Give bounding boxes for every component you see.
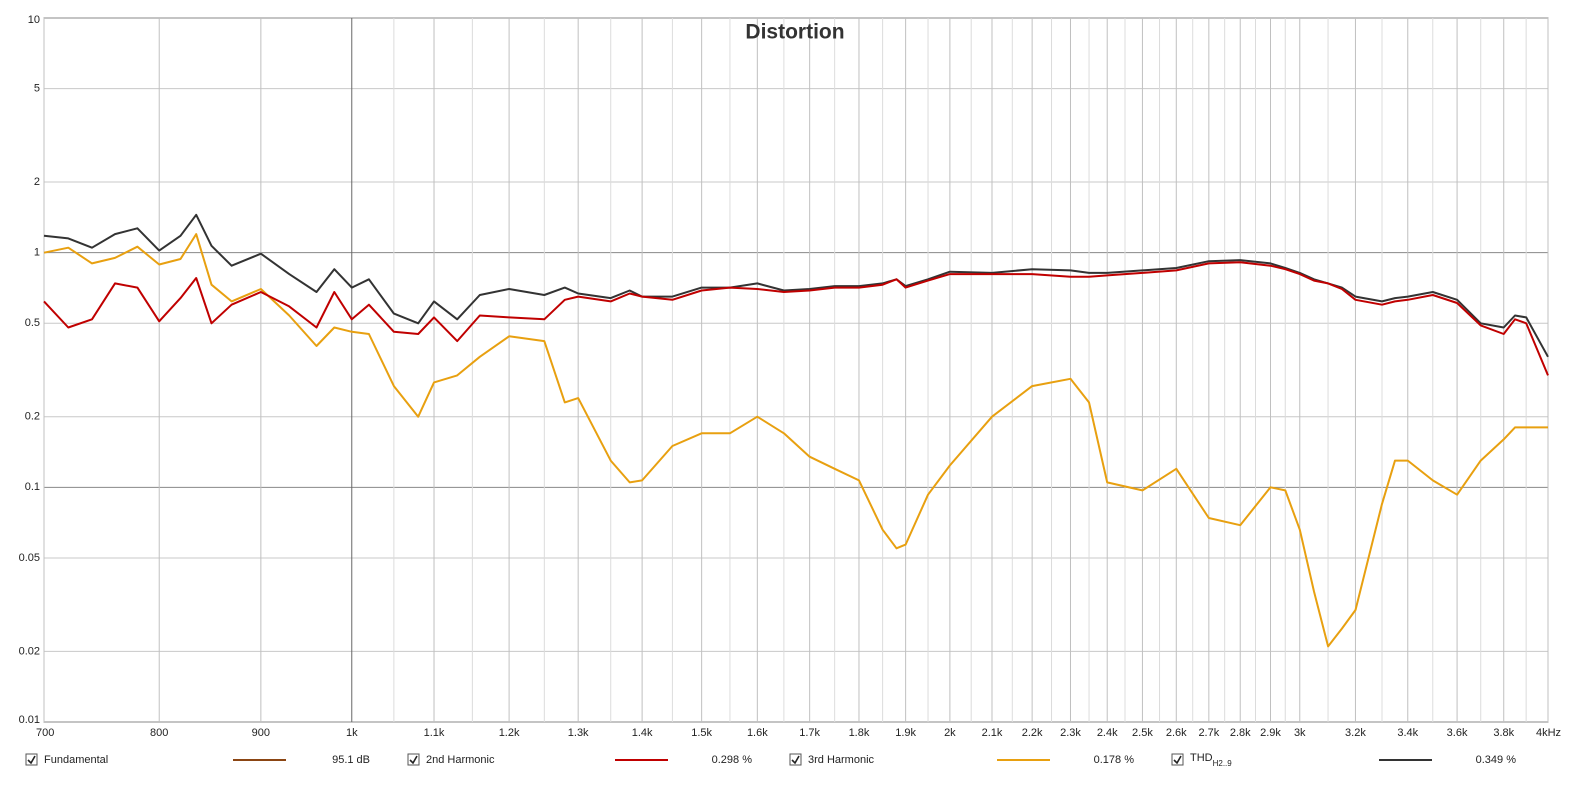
x-tick-label: 2.4k (1097, 727, 1118, 739)
x-tick-label: 2.9k (1260, 727, 1281, 739)
legend-label-sub: H2..9 (1213, 759, 1233, 768)
y-tick-label: 0.1 (25, 481, 40, 493)
x-tick-label: 2.2k (1022, 727, 1043, 739)
series-line (43, 213, 1549, 358)
x-tick-label: 2k (944, 727, 956, 739)
lines (43, 213, 1549, 648)
x-tick-label: 2.1k (982, 727, 1003, 739)
x-tick-label: 1.5k (691, 727, 712, 739)
legend-checkbox[interactable] (1171, 753, 1184, 766)
x-tick-label: 800 (150, 727, 168, 739)
x-tick-label: 1.1k (424, 727, 445, 739)
legend-label-main: THD (1190, 752, 1213, 764)
x-tick-label: 3.6k (1447, 727, 1468, 739)
legend-readout: 95.1 dB (332, 754, 370, 766)
legend-label: 2nd Harmonic (426, 754, 495, 766)
y-tick-label: 10 (28, 14, 40, 26)
x-tick-label: 4kHz (1536, 727, 1561, 739)
series-line (43, 261, 1549, 376)
x-tick-label: 2.3k (1060, 727, 1081, 739)
x-tick-label: 1.6k (747, 727, 768, 739)
y-tick-label: 0.2 (25, 411, 40, 423)
legend-checkbox[interactable] (407, 753, 420, 766)
legend-item[interactable]: 2nd Harmonic 0.298 % (407, 753, 753, 766)
legend-check (791, 755, 800, 765)
y-tick-label: 0.05 (19, 552, 40, 564)
x-tick-label: 1.8k (849, 727, 870, 739)
y-tick-label: 0.5 (25, 317, 40, 329)
x-tick-label: 2.6k (1166, 727, 1187, 739)
y-tick-label: 0.01 (19, 714, 40, 726)
grid (43, 17, 1549, 723)
series-line (43, 233, 1548, 648)
legend-item[interactable]: 3rd Harmonic 0.178 % (789, 753, 1135, 766)
chart-title: Distortion (745, 21, 844, 44)
x-tick-label: 1.4k (632, 727, 653, 739)
x-tick-label: 1.9k (895, 727, 916, 739)
x-tick-label: 1k (346, 727, 358, 739)
legend-label: THDH2..9 (1190, 752, 1232, 768)
x-tick-label: 2.8k (1230, 727, 1251, 739)
legend-check (1173, 755, 1182, 765)
x-tick-label: 2.7k (1198, 727, 1219, 739)
x-tick-label: 900 (252, 727, 270, 739)
y-tick-label: 5 (34, 83, 40, 95)
y-tick-label: 2 (34, 176, 40, 188)
legend-readout: 0.298 % (712, 754, 753, 766)
x-tick-label: 3.2k (1345, 727, 1366, 739)
legend-readout: 0.349 % (1476, 754, 1517, 766)
x-tick-label: 1.2k (499, 727, 520, 739)
legend-check (27, 755, 36, 765)
legend-check (409, 755, 418, 765)
x-tick-label: 2.5k (1132, 727, 1153, 739)
y-tick-label: 0.02 (19, 645, 40, 657)
legend-item[interactable]: THDH2..9 0.349 % (1171, 752, 1517, 768)
legend-item[interactable]: Fundamental 95.1 dB (25, 753, 370, 766)
legend-readout: 0.178 % (1094, 754, 1135, 766)
x-tick-label: 1.3k (568, 727, 589, 739)
legend-label: 3rd Harmonic (808, 754, 875, 766)
x-tick-label: 1.7k (799, 727, 820, 739)
legend: Fundamental 95.1 dB 2nd Harmonic 0.298 % 3rd… (25, 752, 1517, 768)
legend-checkbox[interactable] (789, 753, 802, 766)
x-tick-label: 3k (1294, 727, 1306, 739)
plot-area (43, 17, 1549, 723)
x-tick-label: 700 (36, 727, 54, 739)
legend-label: Fundamental (44, 754, 108, 766)
x-tick-label: 3.8k (1493, 727, 1514, 739)
y-tick-label: 1 (34, 247, 40, 259)
legend-checkbox[interactable] (25, 753, 38, 766)
x-tick-label: 3.4k (1397, 727, 1418, 739)
